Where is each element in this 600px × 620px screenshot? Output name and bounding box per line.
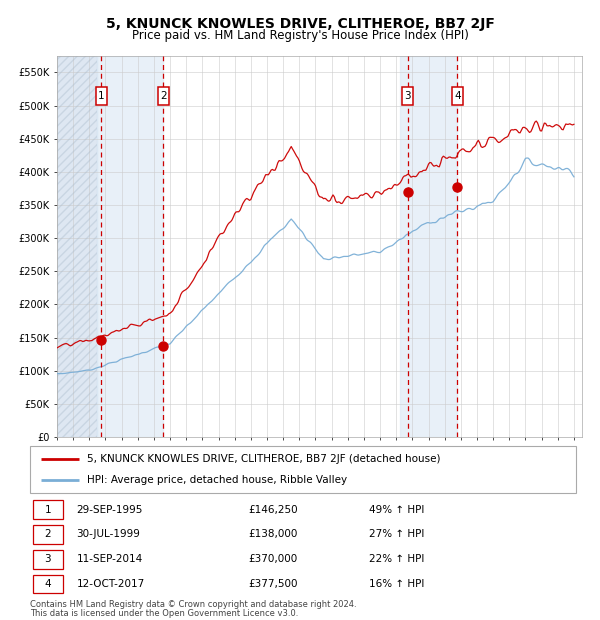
FancyBboxPatch shape xyxy=(33,500,63,519)
Bar xyxy=(400,56,457,437)
Text: 3: 3 xyxy=(404,91,411,101)
Text: 5, KNUNCK KNOWLES DRIVE, CLITHEROE, BB7 2JF: 5, KNUNCK KNOWLES DRIVE, CLITHEROE, BB7 … xyxy=(106,17,494,31)
Text: 4: 4 xyxy=(454,91,461,101)
Text: 16% ↑ HPI: 16% ↑ HPI xyxy=(368,579,424,589)
Text: HPI: Average price, detached house, Ribble Valley: HPI: Average price, detached house, Ribb… xyxy=(88,476,347,485)
Text: 12-OCT-2017: 12-OCT-2017 xyxy=(76,579,145,589)
Text: 2: 2 xyxy=(44,529,51,539)
FancyBboxPatch shape xyxy=(33,575,63,593)
FancyBboxPatch shape xyxy=(33,550,63,569)
Text: 49% ↑ HPI: 49% ↑ HPI xyxy=(368,505,424,515)
Text: Contains HM Land Registry data © Crown copyright and database right 2024.: Contains HM Land Registry data © Crown c… xyxy=(30,600,356,609)
FancyBboxPatch shape xyxy=(33,525,63,544)
Text: 27% ↑ HPI: 27% ↑ HPI xyxy=(368,529,424,539)
Text: £377,500: £377,500 xyxy=(248,579,298,589)
FancyBboxPatch shape xyxy=(158,87,169,105)
Text: 5, KNUNCK KNOWLES DRIVE, CLITHEROE, BB7 2JF (detached house): 5, KNUNCK KNOWLES DRIVE, CLITHEROE, BB7 … xyxy=(88,454,441,464)
FancyBboxPatch shape xyxy=(96,87,107,105)
Bar xyxy=(57,56,97,437)
Text: 4: 4 xyxy=(44,579,51,589)
Text: 22% ↑ HPI: 22% ↑ HPI xyxy=(368,554,424,564)
Bar xyxy=(97,56,163,437)
FancyBboxPatch shape xyxy=(402,87,413,105)
Text: 29-SEP-1995: 29-SEP-1995 xyxy=(76,505,143,515)
Text: 11-SEP-2014: 11-SEP-2014 xyxy=(76,554,143,564)
FancyBboxPatch shape xyxy=(30,446,576,493)
Bar xyxy=(57,56,97,437)
FancyBboxPatch shape xyxy=(452,87,463,105)
Text: £138,000: £138,000 xyxy=(248,529,298,539)
Text: 1: 1 xyxy=(44,505,51,515)
Text: 30-JUL-1999: 30-JUL-1999 xyxy=(76,529,140,539)
Text: 2: 2 xyxy=(160,91,167,101)
Text: 3: 3 xyxy=(44,554,51,564)
Text: Price paid vs. HM Land Registry's House Price Index (HPI): Price paid vs. HM Land Registry's House … xyxy=(131,29,469,42)
Text: £370,000: £370,000 xyxy=(248,554,298,564)
Text: 1: 1 xyxy=(98,91,105,101)
Text: £146,250: £146,250 xyxy=(248,505,298,515)
Text: This data is licensed under the Open Government Licence v3.0.: This data is licensed under the Open Gov… xyxy=(30,609,298,618)
